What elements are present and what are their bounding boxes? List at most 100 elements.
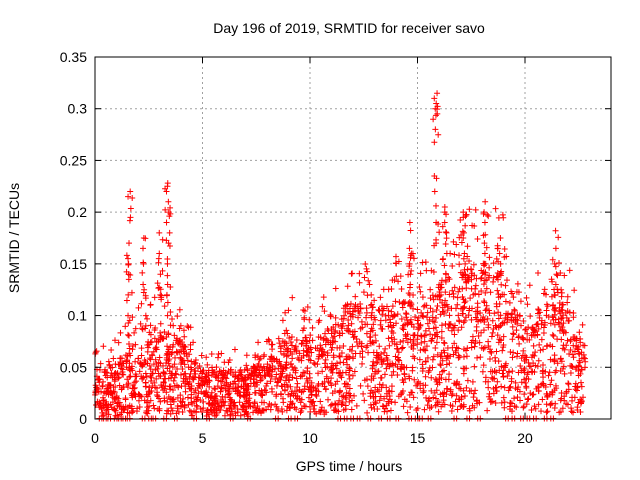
data-point (501, 245, 508, 252)
data-point (128, 289, 135, 296)
data-point (530, 342, 537, 349)
data-point (398, 285, 405, 292)
data-point (481, 299, 488, 306)
data-point (418, 333, 425, 340)
data-point (152, 345, 159, 352)
data-point (502, 362, 509, 369)
data-point (197, 405, 204, 412)
data-point (480, 327, 487, 334)
data-point (506, 384, 513, 391)
data-point (190, 376, 197, 383)
data-point (581, 364, 588, 371)
data-point (277, 343, 284, 350)
data-point (466, 405, 473, 412)
data-point (139, 375, 146, 382)
data-point (564, 337, 571, 344)
data-point (499, 370, 506, 377)
data-point (169, 316, 176, 323)
data-point (170, 341, 177, 348)
data-point (140, 361, 147, 368)
data-point (494, 332, 501, 339)
data-point (112, 337, 119, 344)
data-point (368, 325, 375, 332)
data-point (138, 352, 145, 359)
data-point (516, 340, 523, 347)
data-point (140, 281, 147, 288)
data-point (348, 320, 355, 327)
data-point (493, 369, 500, 376)
data-point (548, 377, 555, 384)
data-point (459, 228, 466, 235)
data-point (429, 314, 436, 321)
data-point (388, 372, 395, 379)
data-point (377, 321, 384, 328)
data-point (479, 316, 486, 323)
data-point (569, 351, 576, 358)
data-point (180, 395, 187, 402)
data-point (100, 343, 107, 350)
data-point (163, 188, 170, 195)
data-point (256, 387, 263, 394)
data-point (230, 415, 237, 422)
data-point (507, 383, 514, 390)
data-point (540, 380, 547, 387)
data-point (549, 343, 556, 350)
data-point (387, 407, 394, 414)
data-point (434, 293, 441, 300)
data-point (438, 328, 445, 335)
data-point (558, 336, 565, 343)
data-point (520, 404, 527, 411)
data-point (266, 338, 273, 345)
data-point (297, 409, 304, 416)
data-point (574, 345, 581, 352)
data-point (560, 320, 567, 327)
data-point (431, 95, 438, 102)
data-point (520, 347, 527, 354)
data-point (394, 356, 401, 363)
data-point (164, 260, 171, 267)
data-point (405, 271, 412, 278)
data-point (563, 390, 570, 397)
data-point (344, 283, 351, 290)
data-point (559, 405, 566, 412)
data-point (451, 324, 458, 331)
data-point (160, 362, 167, 369)
data-point (461, 303, 468, 310)
data-point (494, 378, 501, 385)
data-point (478, 329, 485, 336)
data-point (547, 402, 554, 409)
data-point (188, 358, 195, 365)
data-point (396, 357, 403, 364)
data-point (477, 354, 484, 361)
data-point (422, 327, 429, 334)
data-point (108, 346, 115, 353)
data-point (119, 371, 126, 378)
data-point (130, 385, 137, 392)
data-point (561, 272, 568, 279)
data-point (455, 352, 462, 359)
data-point (224, 408, 231, 415)
data-point (472, 206, 479, 213)
data-point (228, 405, 235, 412)
data-point (102, 366, 109, 373)
data-point (336, 353, 343, 360)
data-point (529, 391, 536, 398)
data-point (317, 345, 324, 352)
data-point (225, 391, 232, 398)
data-point (500, 333, 507, 340)
data-point (552, 245, 559, 252)
data-point (564, 401, 571, 408)
data-point (192, 360, 199, 367)
data-point (414, 405, 421, 412)
data-point (424, 320, 431, 327)
data-point (161, 397, 168, 404)
data-point (231, 399, 238, 406)
data-point (397, 273, 404, 280)
data-point (164, 183, 171, 190)
data-point (487, 289, 494, 296)
data-point (410, 345, 417, 352)
data-point (552, 304, 559, 311)
data-point (322, 330, 329, 337)
data-point (215, 372, 222, 379)
data-point (395, 349, 402, 356)
